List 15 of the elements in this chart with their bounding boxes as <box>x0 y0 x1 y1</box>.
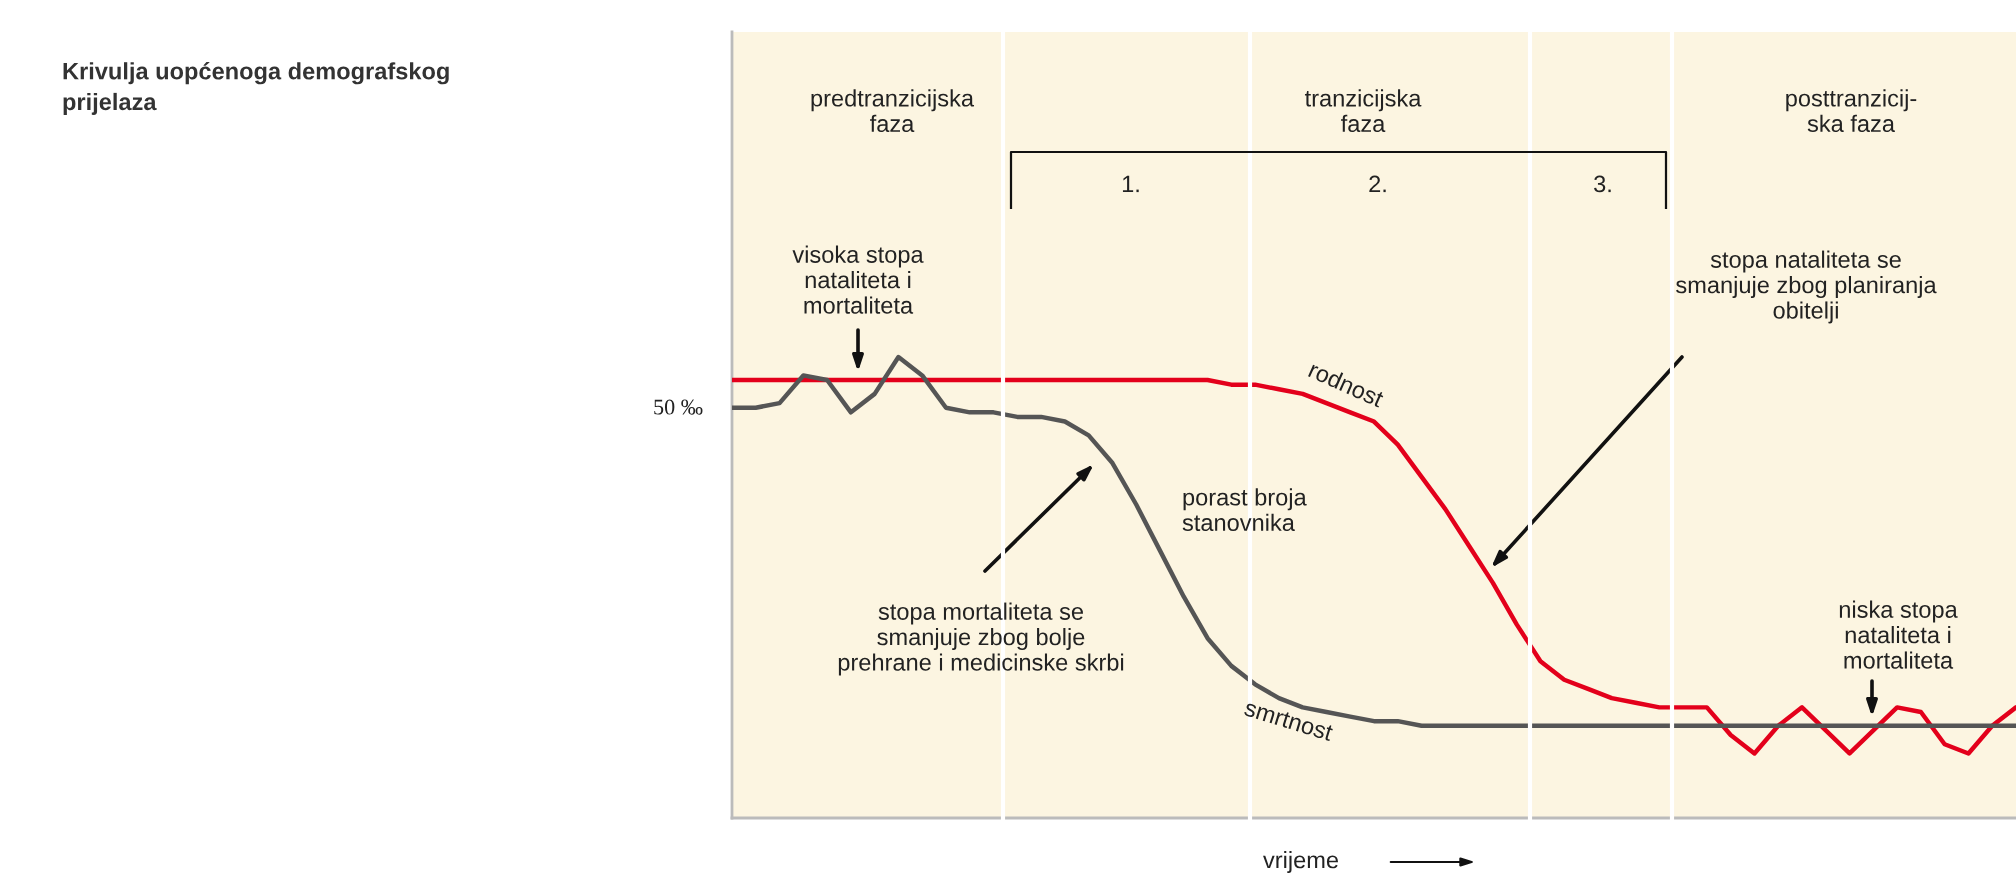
text: Krivulja uopćenoga demografskog prijelaza <box>63 62 449 115</box>
text: tranzicijska faza <box>1304 89 1422 133</box>
annotation: stopa mortaliteta se smanjuje zbog bolje prehrane i medicinske skrbi <box>838 602 1124 676</box>
text: posttranzicij- ska faza <box>1786 89 1917 133</box>
text: smrtnost <box>1243 700 1334 742</box>
text: stopa nataliteta se smanjuje zbog planiranja obitelji <box>1676 250 1937 324</box>
x-axis-title: vrijeme <box>1263 850 1338 874</box>
text: 3. <box>1594 175 1611 193</box>
annotation: porast broja stanovnika <box>1182 488 1307 532</box>
text: visoka stopa nataliteta i mortaliteta <box>792 245 924 314</box>
text: 1. <box>1122 175 1139 193</box>
text: predtranzicijska faza <box>811 89 975 133</box>
text: 50 ‰ <box>654 399 703 415</box>
text: 2. <box>1369 175 1386 193</box>
annotation: niska stopa nataliteta i mortaliteta <box>1839 600 1958 669</box>
